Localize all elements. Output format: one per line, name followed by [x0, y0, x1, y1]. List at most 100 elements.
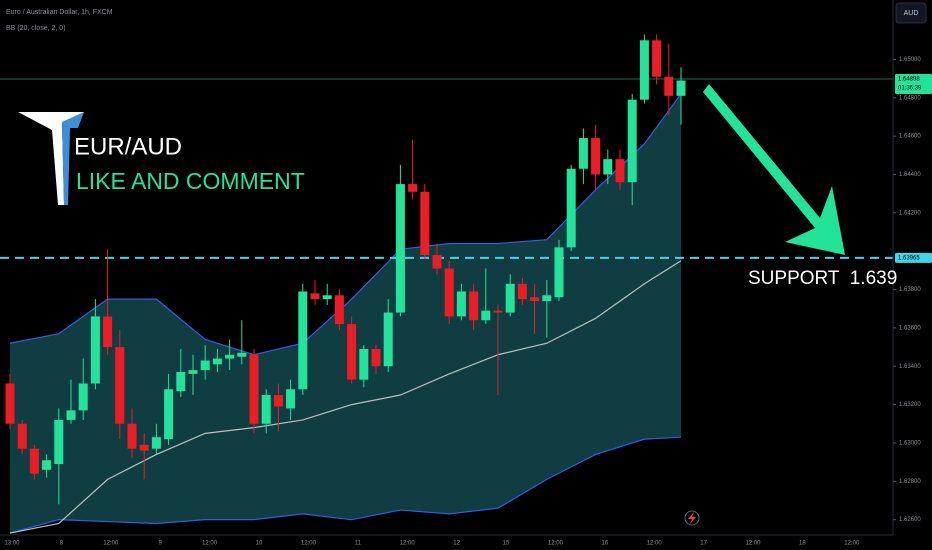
candle-body [176, 372, 186, 392]
y-tick-label: 1.64200 [899, 210, 921, 216]
candle-body [359, 348, 369, 380]
x-tick-label: 12:00 [844, 541, 860, 547]
candle-body [676, 80, 686, 96]
icon-bolt[interactable] [688, 512, 696, 524]
call-to-action: LIKE AND COMMENT [76, 168, 305, 194]
support-label: SUPPORT 1.639 [748, 268, 897, 289]
candle-body [578, 138, 588, 169]
candle-body [139, 444, 149, 451]
candle-body [517, 283, 527, 300]
y-tick-label: 1.63800 [899, 287, 921, 293]
candle-body [554, 247, 564, 298]
candle-body [5, 383, 15, 424]
candle-body [54, 419, 64, 465]
candle-body [249, 354, 259, 424]
candle-body [347, 324, 357, 380]
y-tick-label: 1.64600 [899, 134, 921, 140]
x-tick-label: 12 [453, 541, 460, 547]
countdown: 01:36:39 [898, 86, 922, 92]
candle-body [481, 310, 491, 321]
x-tick-label: 17 [700, 541, 707, 547]
y-tick-label: 1.63200 [899, 402, 921, 408]
x-tick-label: 12:00 [202, 541, 218, 547]
x-tick-label: 12:00 [745, 541, 761, 547]
x-tick-label: 12:00 [103, 541, 119, 547]
candle-body [383, 312, 393, 367]
y-tick-label: 1.63000 [899, 441, 921, 447]
price-tag [895, 74, 932, 95]
arrow [703, 84, 845, 255]
candle-body [310, 293, 320, 300]
candle-body [371, 348, 381, 367]
candle-body [103, 316, 113, 348]
candle-body [566, 168, 576, 248]
x-tick-label: 16 [601, 541, 608, 547]
heading: EUR/AUD [74, 133, 182, 160]
candle-body [115, 347, 125, 424]
icon-ring[interactable] [684, 510, 700, 526]
x-tick-label: 8 [60, 541, 64, 547]
candle-body [530, 297, 540, 302]
logo [18, 112, 84, 205]
candle-body [639, 40, 649, 100]
candle-body [334, 295, 344, 325]
candle-body [200, 360, 210, 371]
candle-body [664, 76, 674, 96]
candle-body [90, 316, 100, 384]
candle-body [456, 291, 466, 317]
x-tick-label: 9 [159, 541, 163, 547]
y-tick-label: 1.62600 [899, 517, 921, 523]
candle-body [188, 370, 198, 374]
y-tick-label: 1.64800 [899, 95, 921, 101]
x-tick-label: 18 [799, 541, 806, 547]
price-tag-label: 1.63965 [898, 255, 920, 261]
x-tick-label: 12:00 [301, 541, 317, 547]
candle-body [652, 40, 662, 77]
candle-body [261, 395, 271, 424]
x-tick-label: 11 [355, 541, 362, 547]
candle-body [286, 389, 296, 409]
symbol-title: Euro / Australian Dollar, 1h, FXCM [6, 9, 113, 16]
replay-icon[interactable] [684, 510, 700, 526]
band-fill [10, 93, 681, 534]
plot-area [0, 34, 893, 534]
candle-body [66, 410, 76, 420]
candle-body [127, 423, 137, 449]
price-tag-label: 1.64898 [898, 77, 920, 83]
candle-body [17, 423, 27, 449]
x-tick-label: 12:00 [548, 541, 564, 547]
candle-body [164, 389, 174, 440]
band-lower [9, 436, 682, 534]
candle-body [225, 354, 235, 359]
price-tag [895, 252, 932, 263]
candle-body [603, 159, 613, 175]
x-tick-label: 13:00 [4, 541, 20, 547]
candle-body [78, 383, 88, 411]
candle-body [505, 283, 515, 313]
currency-label[interactable]: AUD [904, 10, 919, 17]
logo-right [62, 112, 84, 205]
candle-body [29, 448, 39, 474]
x-tick-label: 10 [256, 541, 263, 547]
candle-body [151, 437, 161, 449]
candle-body [542, 295, 552, 302]
candle-body [615, 159, 625, 183]
candle-body [591, 138, 601, 175]
candle-body [237, 352, 247, 357]
y-tick-label: 1.63400 [899, 364, 921, 370]
candle-body [493, 310, 503, 313]
candle-body [395, 184, 405, 313]
candle-body [469, 291, 479, 321]
y-tick-label: 1.63600 [899, 325, 921, 331]
candle-body [420, 191, 430, 256]
x-tick-label: 12:00 [647, 541, 663, 547]
y-tick-label: 1.65000 [899, 57, 921, 63]
candle-body [322, 295, 332, 300]
candle-body [273, 395, 283, 407]
candle-body [408, 184, 418, 192]
x-tick-label: 15 [503, 541, 510, 547]
candle-body [212, 358, 222, 365]
candle-body [444, 268, 454, 317]
currency-button[interactable] [895, 2, 927, 24]
